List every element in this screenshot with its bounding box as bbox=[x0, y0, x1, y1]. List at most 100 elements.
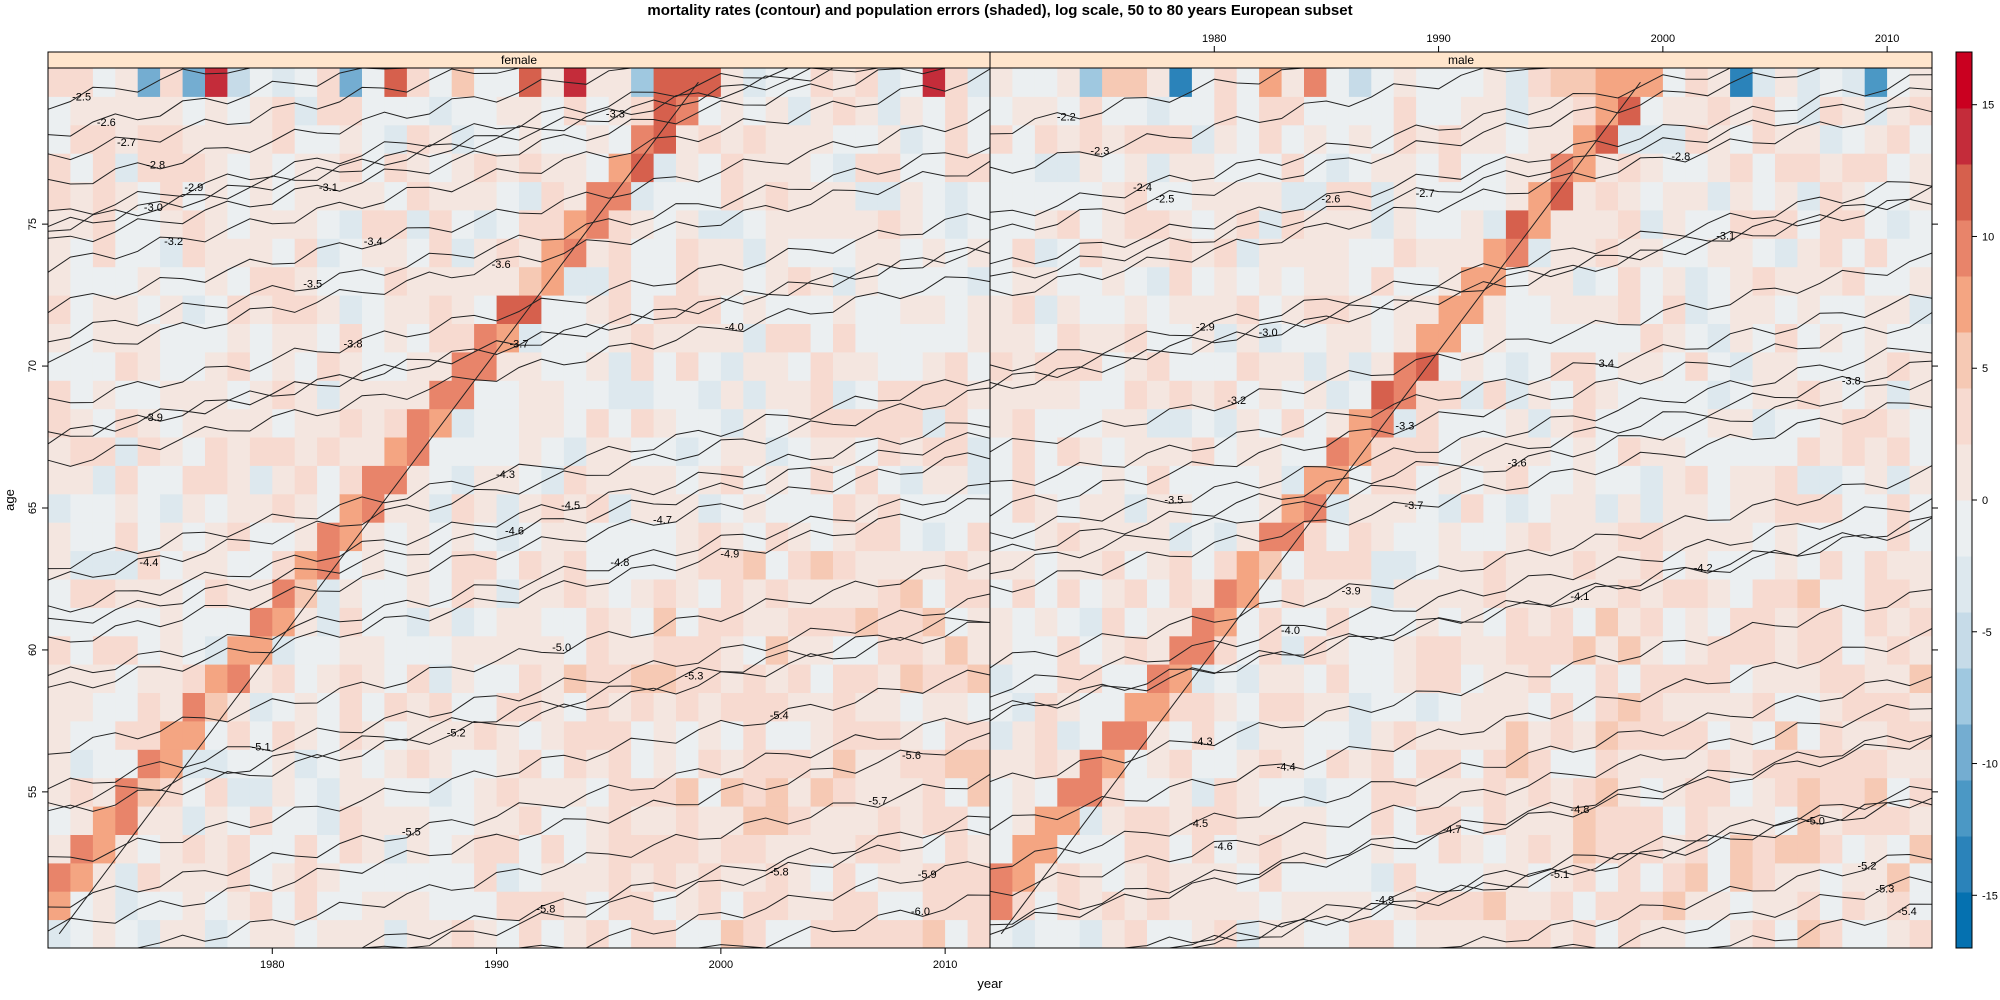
error-cell bbox=[1169, 749, 1193, 779]
error-cell bbox=[1528, 408, 1552, 438]
error-cell bbox=[1595, 68, 1619, 97]
error-cell bbox=[922, 153, 946, 183]
error-cell bbox=[249, 664, 273, 693]
error-cell bbox=[406, 153, 430, 183]
error-cell bbox=[1348, 919, 1372, 949]
error-cell bbox=[384, 465, 408, 495]
error-cell bbox=[519, 493, 542, 523]
error-cell bbox=[1864, 749, 1888, 779]
error-cell bbox=[1909, 323, 1933, 353]
error-cell bbox=[1775, 351, 1798, 381]
error-cell bbox=[1685, 266, 1709, 296]
error-cell bbox=[1707, 579, 1731, 608]
error-cell bbox=[1057, 834, 1081, 864]
error-cell bbox=[1348, 607, 1372, 637]
error-cell bbox=[1662, 891, 1686, 921]
error-cell bbox=[743, 579, 767, 608]
error-cell bbox=[1034, 181, 1058, 211]
error-cell bbox=[429, 351, 453, 381]
error-cell bbox=[1752, 295, 1776, 324]
error-cell bbox=[1797, 834, 1821, 864]
error-cell bbox=[1909, 862, 1933, 892]
error-cell bbox=[990, 351, 1013, 381]
error-cell bbox=[1461, 181, 1484, 211]
error-cell bbox=[765, 124, 789, 154]
error-cell bbox=[406, 891, 430, 921]
error-cell bbox=[249, 181, 273, 211]
error-cell bbox=[698, 465, 722, 495]
error-cell bbox=[1393, 692, 1417, 722]
error-cell bbox=[1326, 692, 1350, 722]
contour-label: -5.2 bbox=[1858, 861, 1877, 873]
error-cell bbox=[70, 351, 94, 381]
error-cell bbox=[698, 720, 722, 750]
error-cell bbox=[541, 777, 565, 807]
error-cell bbox=[1259, 351, 1282, 381]
contour-label: -5.0 bbox=[1806, 815, 1825, 827]
error-cell bbox=[586, 181, 610, 211]
error-cell bbox=[922, 777, 946, 807]
error-cell bbox=[1640, 380, 1664, 410]
error-cell bbox=[48, 68, 71, 97]
colorkey-band bbox=[1956, 108, 1972, 165]
error-cell bbox=[1864, 664, 1888, 693]
error-cell bbox=[810, 323, 834, 353]
error-cell bbox=[384, 153, 408, 183]
error-cell bbox=[1573, 266, 1596, 296]
error-cell bbox=[1618, 238, 1641, 268]
error-cell bbox=[227, 408, 251, 438]
contour-line bbox=[47, 108, 991, 314]
error-cell bbox=[70, 862, 94, 892]
error-cell bbox=[1438, 408, 1462, 438]
error-cell bbox=[294, 635, 318, 665]
error-cell bbox=[429, 323, 453, 353]
error-cell bbox=[1864, 266, 1888, 296]
error-cell bbox=[1214, 181, 1238, 211]
error-cell bbox=[339, 919, 363, 949]
error-cell bbox=[855, 351, 879, 381]
error-cell bbox=[1797, 295, 1821, 324]
error-cell bbox=[1012, 323, 1036, 353]
error-cell bbox=[519, 181, 542, 211]
error-cell bbox=[429, 806, 453, 835]
error-cell bbox=[1909, 720, 1933, 750]
error-cell bbox=[1505, 834, 1529, 864]
contour-label: -5.8 bbox=[536, 903, 555, 915]
error-cell bbox=[900, 777, 924, 807]
error-cell bbox=[1214, 351, 1238, 381]
error-cell bbox=[317, 862, 340, 892]
error-cell bbox=[1147, 323, 1170, 353]
error-cell bbox=[1775, 550, 1798, 580]
error-cell bbox=[1281, 238, 1305, 268]
error-cell bbox=[1191, 266, 1215, 296]
error-cell bbox=[1371, 635, 1395, 665]
error-cell bbox=[765, 351, 789, 381]
contour-label: -4.7 bbox=[653, 514, 672, 526]
contour-label: -3.3 bbox=[606, 108, 625, 120]
error-cell bbox=[294, 522, 318, 552]
y-tick-label: 55 bbox=[27, 786, 39, 798]
error-cell bbox=[272, 749, 296, 779]
error-cell bbox=[182, 692, 206, 722]
error-cell bbox=[496, 664, 520, 693]
error-cell bbox=[1034, 437, 1058, 466]
error-cell bbox=[631, 408, 654, 438]
error-cell bbox=[205, 323, 228, 353]
error-cell bbox=[586, 720, 610, 750]
error-cell bbox=[541, 124, 565, 154]
error-cell bbox=[1595, 209, 1619, 239]
error-cell bbox=[990, 550, 1013, 580]
error-cell bbox=[92, 692, 116, 722]
error-cell bbox=[1505, 68, 1529, 97]
error-cell bbox=[429, 295, 453, 324]
error-cell bbox=[137, 266, 161, 296]
error-cell bbox=[249, 380, 273, 410]
error-cell bbox=[1618, 720, 1641, 750]
error-cell bbox=[1214, 124, 1238, 154]
error-cell bbox=[1281, 862, 1305, 892]
error-cell bbox=[1034, 749, 1058, 779]
error-cell bbox=[1102, 351, 1125, 381]
error-cell bbox=[900, 720, 924, 750]
error-cell bbox=[1775, 777, 1798, 807]
error-cell bbox=[1550, 209, 1574, 239]
